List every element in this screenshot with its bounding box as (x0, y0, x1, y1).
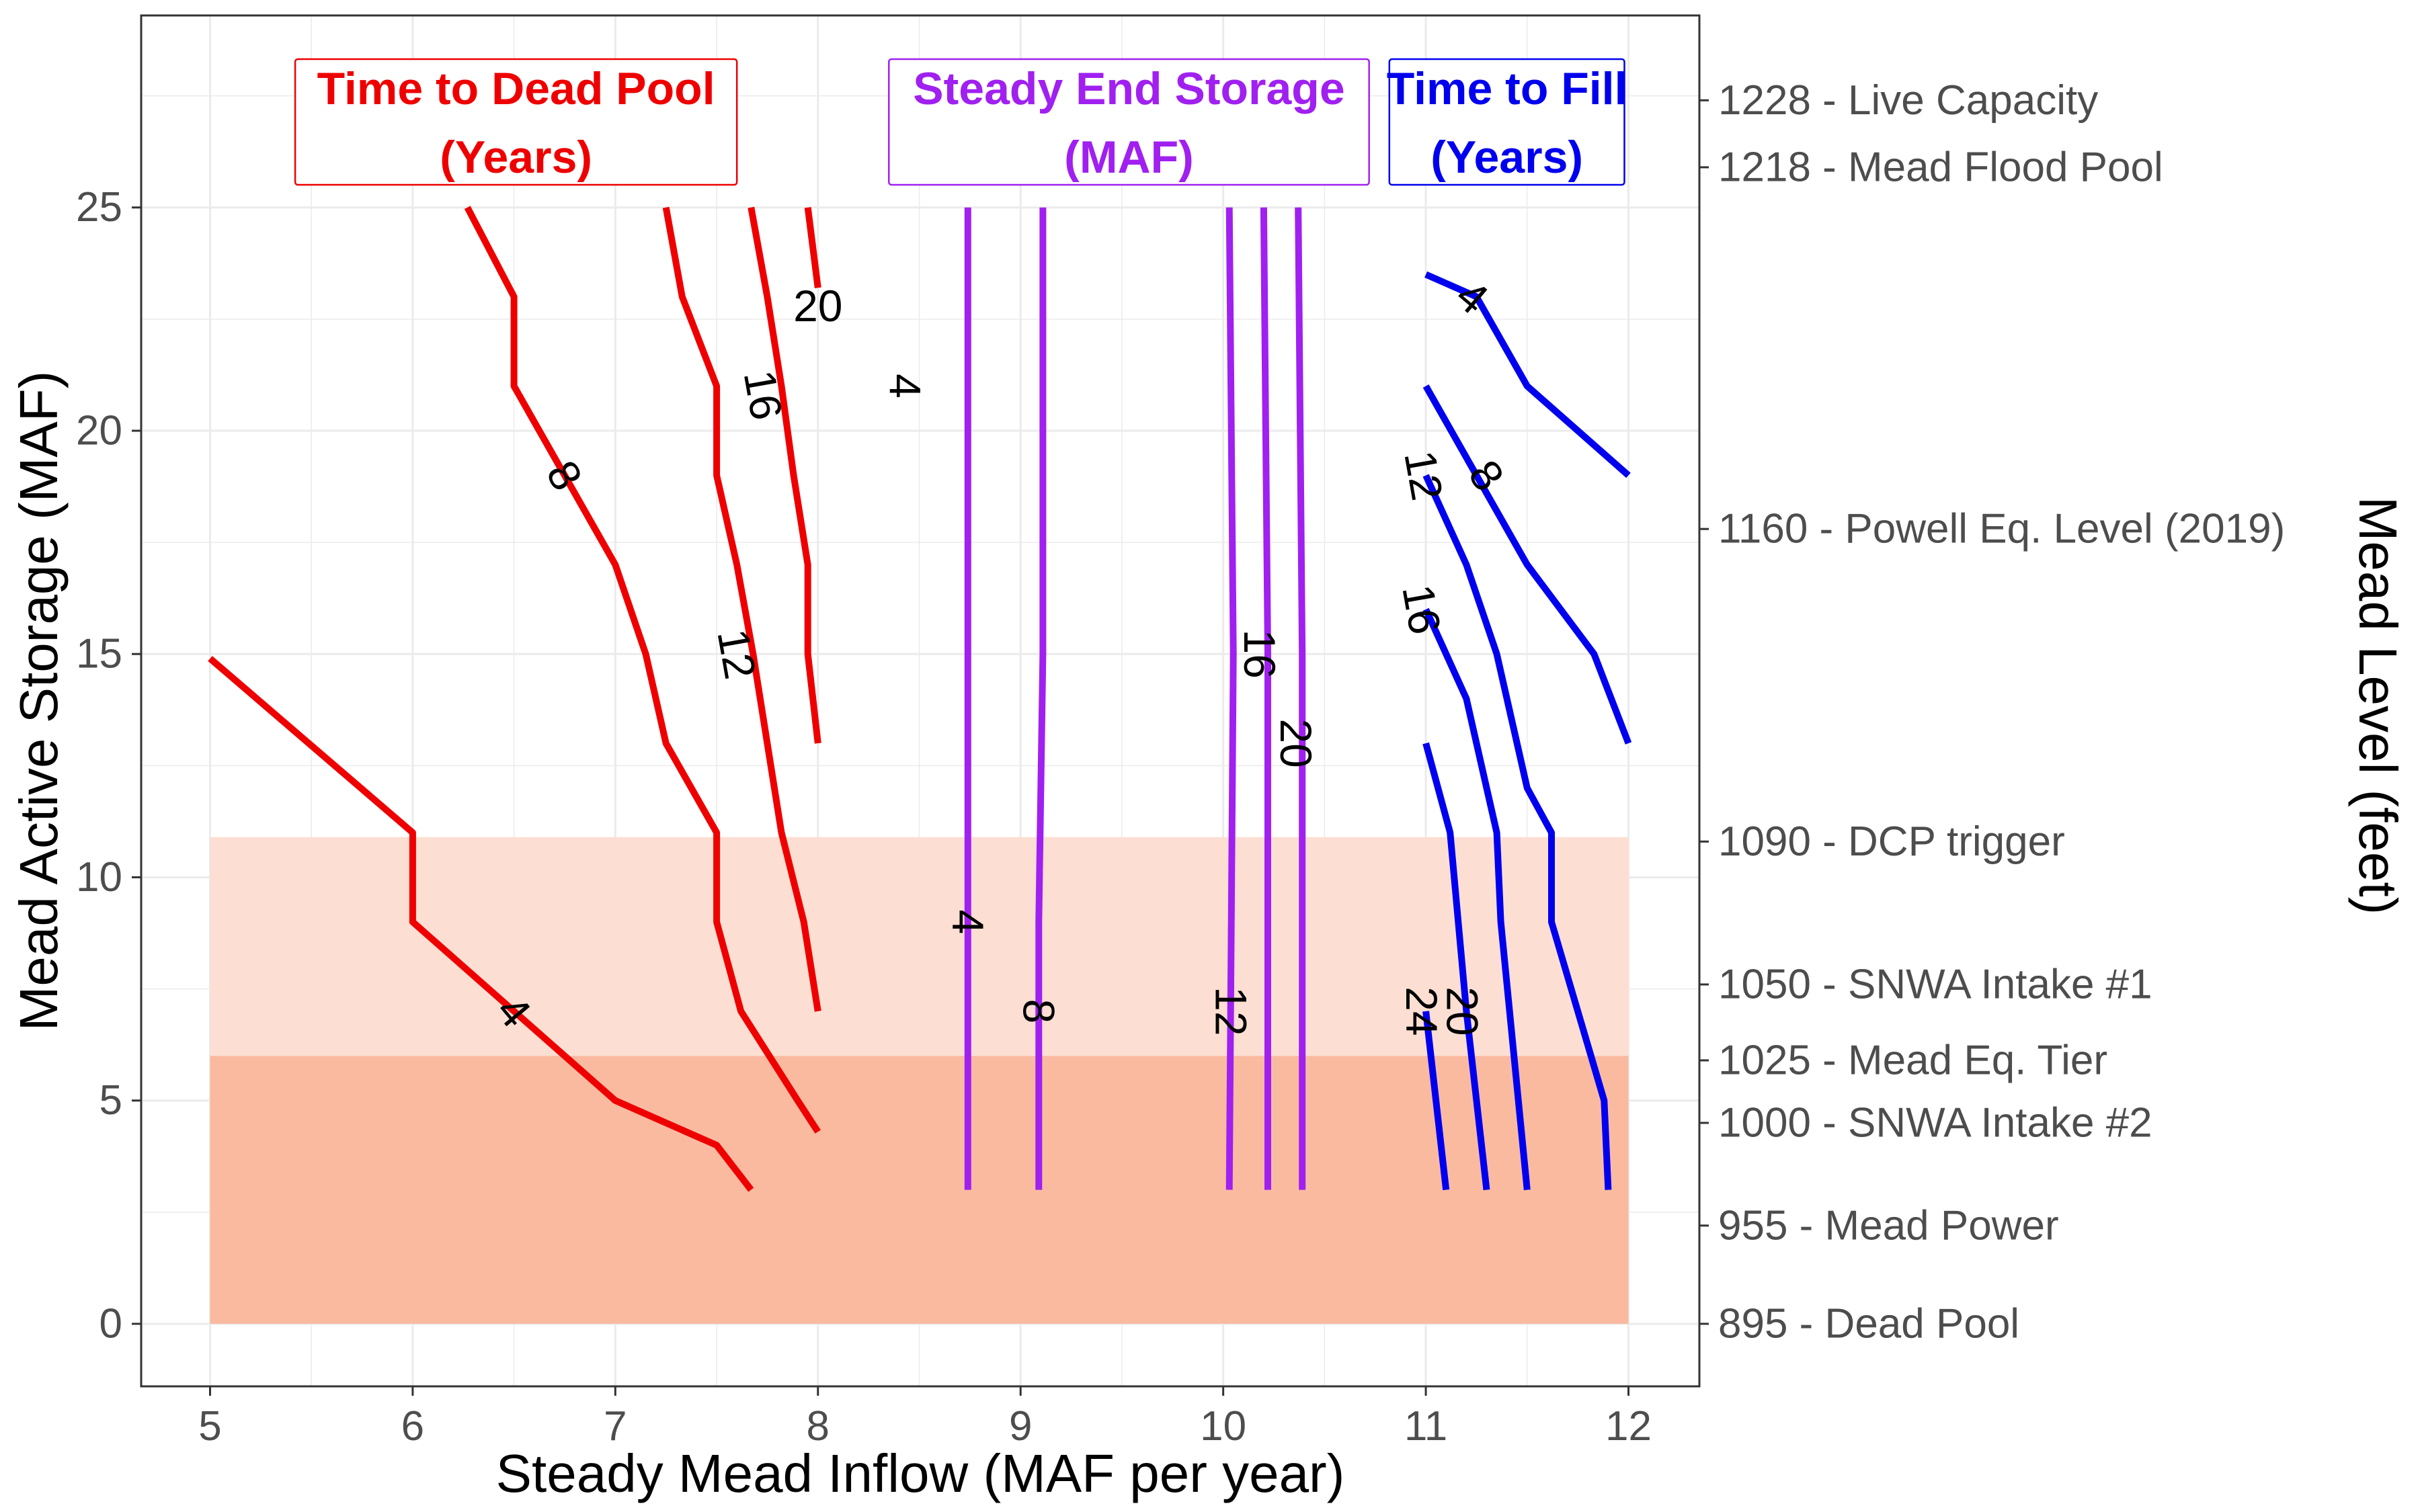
x-tick-label: 8 (807, 1403, 830, 1450)
right-tick-label: 1050 - SNWA Intake #1 (1718, 961, 2152, 1007)
contour-line-dead-pool-4 (208, 656, 754, 1192)
contour-line-fill-16 (1422, 607, 1531, 1191)
y-tick-label: 10 (76, 854, 122, 900)
axes: 5 6 7 8 9 10 11 12 0 5 10 15 20 25 1228 - Live Capacit… (76, 77, 2285, 1450)
contour-line-end-storage-12 (1225, 207, 1237, 1190)
storage-bands (210, 837, 1629, 1324)
x-tick-label: 10 (1200, 1403, 1246, 1450)
contour-line-fill-8 (1422, 384, 1632, 745)
y-tick-label: 20 (76, 407, 122, 454)
contour-label-end-storage-4: 4 (880, 374, 930, 398)
right-axis-title: Mead Level (feet) (2348, 497, 2408, 915)
right-tick-label: 1025 - Mead Eq. Tier (1718, 1037, 2107, 1083)
right-tick-label: 1000 - SNWA Intake #2 (1718, 1099, 2152, 1146)
x-tick-label: 6 (401, 1403, 424, 1450)
legend-title-dead-pool: Time to Dead Pool (317, 63, 715, 114)
right-tick-label: 1218 - Mead Flood Pool (1718, 144, 2163, 190)
y-tick-label: 25 (76, 184, 122, 230)
contour-label-end-storage-4: 4 (943, 910, 993, 935)
legend-box-dead-pool (294, 58, 738, 186)
contour-label-dead-pool-12: 12 (708, 626, 766, 683)
legend-box-end-storage (888, 58, 1370, 186)
contour-line-fill-24 (1422, 1011, 1450, 1191)
right-tick-label: 895 - Dead Pool (1718, 1300, 2019, 1347)
contour-line-fill-20 (1422, 742, 1490, 1191)
contour-label-end-storage-16: 16 (1235, 630, 1285, 679)
y-tick-label: 5 (99, 1077, 122, 1124)
x-tick-label: 12 (1605, 1403, 1652, 1450)
contour-label-dead-pool-16: 16 (735, 366, 793, 423)
x-axis-title: Steady Mead Inflow (MAF per year) (496, 1443, 1345, 1503)
right-tick-label: 1228 - Live Capacity (1718, 77, 2098, 124)
legend-unit-end-storage: (MAF) (1064, 132, 1194, 183)
y-axis-title: Mead Active Storage (MAF) (9, 371, 69, 1032)
x-tick-label: 11 (1404, 1403, 1447, 1450)
contour-label-fill-16: 16 (1393, 581, 1451, 638)
right-tick-label: 1090 - DCP trigger (1718, 818, 2065, 865)
legend-unit-dead-pool: (Years) (440, 132, 592, 183)
plot-border (140, 14, 1701, 1388)
contour-line-end-storage-20 (1295, 207, 1306, 1190)
contour-line-dead-pool-16 (748, 206, 821, 744)
contour-line-fill-12 (1422, 474, 1612, 1190)
right-tick-label: 1160 - Powell Eq. Level (2019) (1718, 506, 2285, 552)
legend-boxes: Time to Dead Pool (Years) Steady End Stora… (294, 58, 1627, 186)
contour-label-dead-pool-20: 20 (793, 281, 842, 331)
y-tick-label: 15 (76, 631, 122, 677)
legend-box-fill (1388, 58, 1625, 186)
right-tick-label: 955 - Mead Power (1718, 1202, 2059, 1249)
contour-label-fill-24: 24 (1397, 986, 1447, 1036)
band-dark (210, 1056, 1629, 1324)
x-tick-label: 7 (604, 1403, 627, 1450)
contour-line-end-storage-8 (1035, 207, 1047, 1190)
contour-line-dead-pool-20 (804, 207, 821, 288)
x-tick-label: 5 (198, 1403, 221, 1450)
contour-line-dead-pool-8 (464, 206, 821, 1134)
contour-lines (208, 206, 1632, 1192)
contour-line-dead-pool-12 (662, 206, 821, 1012)
contour-line-fill-4 (1424, 271, 1631, 478)
contour-label-end-storage-8: 8 (1014, 999, 1063, 1023)
contour-label-end-storage-12: 12 (1207, 986, 1256, 1036)
contour-label-fill-12: 12 (1395, 447, 1453, 504)
legend-title-end-storage: Steady End Storage (913, 63, 1344, 114)
y-tick-label: 0 (99, 1300, 122, 1347)
legend-unit-fill: (Years) (1430, 132, 1583, 183)
x-tick-label: 9 (1009, 1403, 1032, 1450)
contour-line-end-storage-16 (1260, 207, 1271, 1190)
band-light (210, 837, 1629, 1056)
contour-label-end-storage-20: 20 (1271, 718, 1321, 767)
contour-label-fill-20: 20 (1437, 986, 1487, 1036)
contour-label-dead-pool-8: 8 (537, 452, 592, 499)
legend-title-fill: Time to Fill (1387, 63, 1627, 114)
